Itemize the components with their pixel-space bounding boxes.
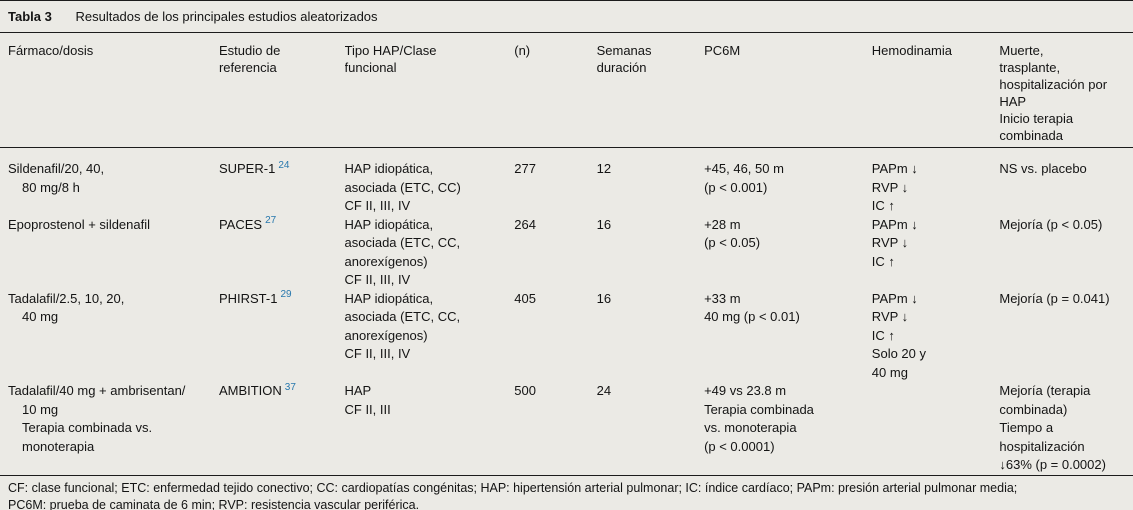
cell-n: 264	[514, 216, 536, 232]
cell-tipo-hap: HAP idiopática, asociada (ETC, CC, anore…	[344, 290, 461, 362]
cell-tipo-hap: HAP idiopática, asociada (ETC, CC) CF II…	[344, 161, 461, 213]
cell-hemodinamia: PAPm ↓ RVP ↓ IC ↑	[871, 161, 918, 213]
cell-estudio: PACES 27	[219, 216, 345, 290]
citation-link[interactable]: 29	[280, 289, 292, 301]
cell-resultado: Mejoría (p < 0.05)	[999, 216, 1103, 232]
cell-pc6m: +49 vs 23.8 m Terapia combinada vs. mono…	[704, 383, 814, 454]
cell-estudio: AMBITION 37	[219, 382, 345, 475]
footnote-rule	[0, 474, 1133, 476]
table-row: Epoprostenol + sildenafil PACES 27 HAP id…	[0, 216, 1133, 290]
cell-tipo-hap: HAP CF II, III	[344, 383, 391, 417]
table-row: Tadalafil/40 mg + ambrisentan/ 10 mg Ter…	[0, 382, 1133, 475]
cell-estudio: PHIRST-1 29	[219, 290, 345, 383]
top-rule	[0, 0, 1133, 1]
cell-hemodinamia: PAPm ↓ RVP ↓ IC ↑	[871, 216, 918, 269]
table-row: Tadalafil/2.5, 10, 20, 40 mg PHIRST-1 29 …	[0, 290, 1133, 383]
cell-farmaco: Tadalafil/2.5, 10, 20, 40 mg	[8, 290, 125, 325]
table-row: Sildenafil/20, 40, 80 mg/8 h SUPER-1 24 H…	[0, 148, 1133, 216]
table-footnote: CF: clase funcional; ETC: enfermedad tej…	[8, 480, 1018, 510]
cell-tipo-hap: HAP idiopática, asociada (ETC, CC, anore…	[344, 216, 461, 288]
column-header-farmaco: Fármaco/dosis	[0, 33, 219, 148]
column-header-semanas: Semanas duración	[596, 33, 705, 148]
cell-estudio: SUPER-1 24	[219, 148, 345, 216]
cell-hemodinamia: PAPm ↓ RVP ↓ IC ↑ Solo 20 y 40 mg	[871, 290, 926, 380]
column-header-pc6m: PC6M	[704, 33, 872, 148]
cell-semanas: 12	[596, 161, 612, 176]
cell-n: 277	[514, 161, 536, 176]
cell-resultado: Mejoría (p = 0.041)	[999, 290, 1110, 306]
table-title: Resultados de los principales estudios a…	[75, 9, 378, 24]
results-table: Fármaco/dosis Estudio de referencia Tipo…	[0, 33, 1133, 475]
cell-hemodinamia	[872, 382, 1000, 475]
table-caption: Tabla 3 Resultados de los principales es…	[0, 1, 1133, 32]
cell-resultado: Mejoría (terapia combinada) Tiempo a hos…	[999, 383, 1106, 472]
cell-n: 500	[514, 383, 536, 398]
citation-link[interactable]: 37	[284, 382, 296, 393]
header-row: Fármaco/dosis Estudio de referencia Tipo…	[0, 33, 1133, 148]
study-name: PACES	[218, 216, 263, 232]
caption-rule	[0, 32, 1133, 33]
cell-farmaco: Tadalafil/40 mg + ambrisentan/ 10 mg Ter…	[8, 383, 186, 454]
column-header-hemodinamia: Hemodinamia	[871, 33, 1000, 148]
column-header-resultado: Muerte, trasplante, hospitalización por …	[999, 33, 1133, 148]
cell-pc6m: +33 m 40 mg (p < 0.01)	[704, 290, 800, 325]
table-label: Tabla 3	[8, 9, 52, 24]
cell-semanas: 16	[596, 216, 612, 232]
study-name: AMBITION	[218, 383, 282, 398]
cell-resultado: NS vs. placebo	[999, 161, 1087, 176]
cell-semanas: 16	[596, 290, 612, 306]
cell-n: 405	[514, 290, 536, 306]
cell-farmaco: Sildenafil/20, 40, 80 mg/8 h	[8, 161, 105, 195]
study-name: SUPER-1	[218, 161, 276, 176]
cell-semanas: 24	[596, 383, 612, 398]
column-header-tipo-hap: Tipo HAP/Clase funcional	[344, 33, 515, 148]
citation-link[interactable]: 27	[265, 215, 277, 227]
study-name: PHIRST-1	[218, 290, 278, 306]
column-header-n: (n)	[514, 33, 597, 148]
column-header-estudio: Estudio de referencia	[218, 33, 345, 148]
cell-farmaco: Epoprostenol + sildenafil	[8, 216, 151, 232]
cell-pc6m: +45, 46, 50 m (p < 0.001)	[704, 161, 784, 195]
citation-link[interactable]: 24	[278, 159, 290, 171]
cell-pc6m: +28 m (p < 0.05)	[704, 216, 761, 251]
